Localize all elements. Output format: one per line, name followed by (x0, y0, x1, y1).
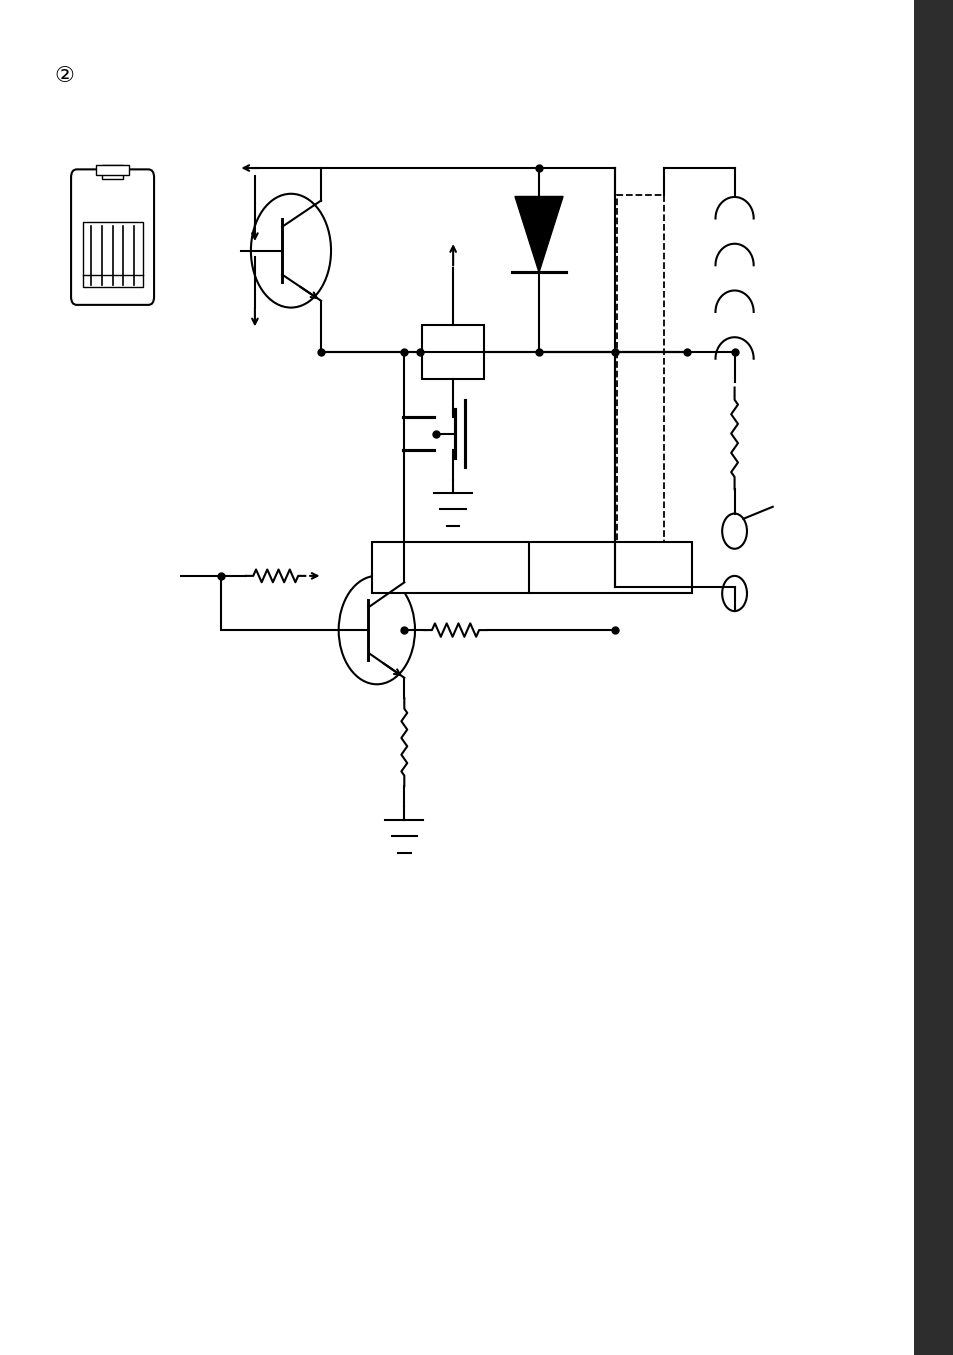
Bar (102, 164, 123, 179)
Bar (421, 325, 484, 379)
Text: ②: ② (55, 66, 74, 85)
FancyBboxPatch shape (71, 169, 153, 305)
Polygon shape (515, 196, 562, 272)
Bar (372, 542, 691, 593)
Bar (617, 195, 663, 576)
Bar (96, 164, 129, 175)
Bar (83, 222, 143, 287)
Bar (913, 0, 953, 1355)
